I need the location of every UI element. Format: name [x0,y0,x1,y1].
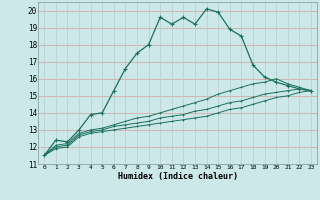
X-axis label: Humidex (Indice chaleur): Humidex (Indice chaleur) [118,172,238,181]
